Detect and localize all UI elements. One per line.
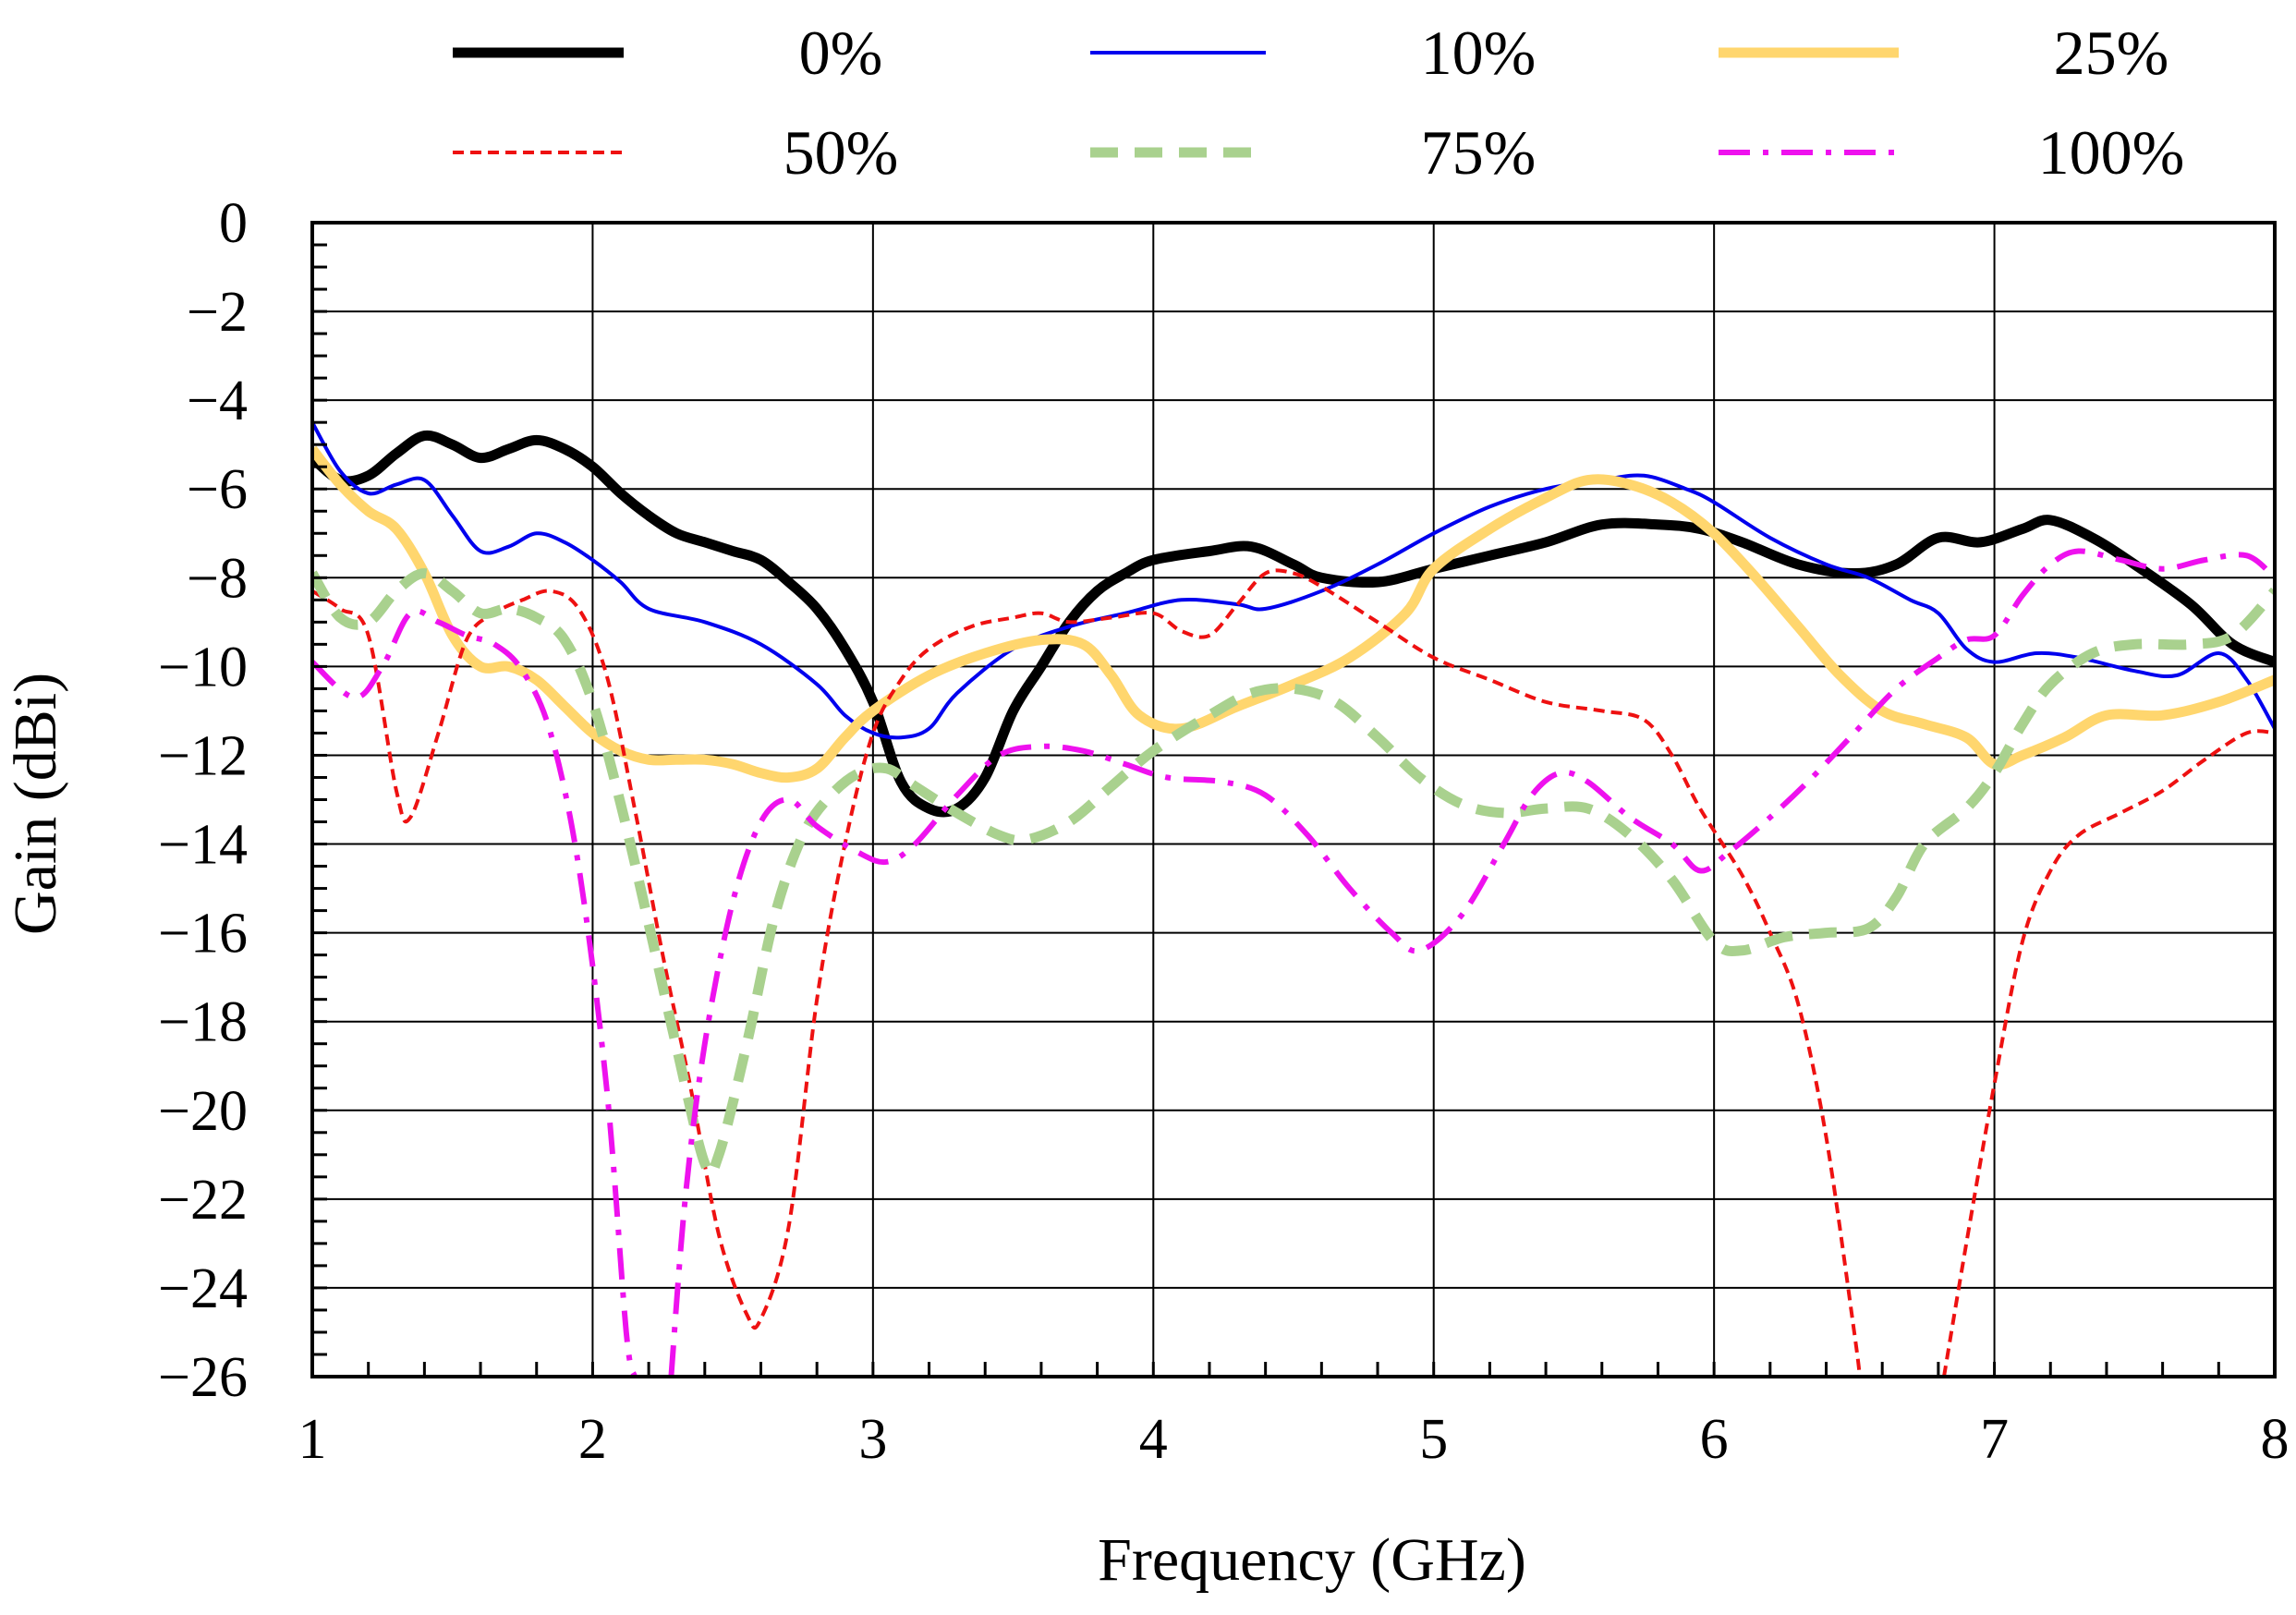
y-tick-label: −24 <box>158 1257 248 1320</box>
x-tick-label: 7 <box>1980 1408 2009 1471</box>
legend-label: 50% <box>784 117 899 188</box>
y-tick-label: −4 <box>187 370 248 432</box>
legend-label: 75% <box>1421 117 1537 188</box>
series-line-50pct-tail <box>1942 729 2275 1377</box>
x-tick-label: 8 <box>2261 1408 2290 1471</box>
y-tick-label: −8 <box>187 547 248 610</box>
x-tick-label: 5 <box>1419 1408 1448 1471</box>
x-tick-label: 2 <box>578 1408 607 1471</box>
y-tick-label: −20 <box>158 1080 248 1143</box>
x-tick-label: 1 <box>298 1408 327 1471</box>
x-tick-label: 6 <box>1700 1408 1729 1471</box>
legend-label: 100% <box>2038 117 2185 188</box>
y-tick-label: −2 <box>187 281 248 344</box>
x-axis-title: Frequency (GHz) <box>1098 1526 1526 1594</box>
legend-label: 0% <box>799 18 883 88</box>
series-line-100pct-b <box>668 548 2275 1377</box>
axis-layer: 1 2 3 4 5 6 7 8 0 −2 −4 −6 −8 −10 −12 −14 −16 −18 −20 −22 −2… <box>158 192 2289 1471</box>
x-tick-label: 3 <box>858 1408 887 1471</box>
series-layer <box>312 421 2275 1377</box>
series-line-50pct <box>312 568 1862 1377</box>
y-tick-label: −14 <box>158 814 248 877</box>
series-line-75pct <box>312 568 2275 1179</box>
y-tick-label: −22 <box>158 1169 248 1232</box>
y-tick-label: −16 <box>158 903 248 965</box>
y-tick-label: −6 <box>187 458 248 521</box>
legend: 0% 10% 25% 50% 75% 100% <box>453 18 2184 188</box>
y-tick-label: −12 <box>158 724 248 787</box>
legend-label: 25% <box>2054 18 2169 88</box>
legend-label: 10% <box>1421 18 1537 88</box>
y-tick-label: −26 <box>158 1346 248 1409</box>
x-tick-label: 4 <box>1139 1408 1168 1471</box>
series-line-10pct <box>312 421 2275 740</box>
series-line-25pct <box>312 445 2275 783</box>
y-tick-label: 0 <box>219 192 248 255</box>
y-tick-label: −10 <box>158 636 248 698</box>
y-axis-title: Gain (dBi) <box>2 673 69 935</box>
y-tick-label: −18 <box>158 991 248 1054</box>
